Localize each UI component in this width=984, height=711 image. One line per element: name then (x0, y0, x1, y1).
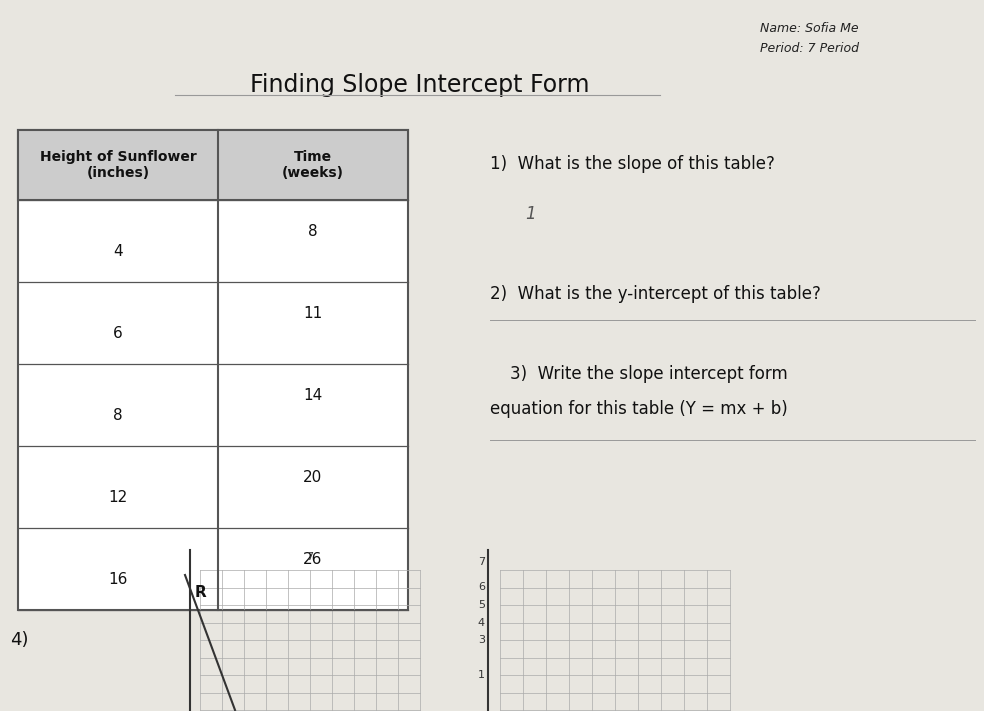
Text: 5: 5 (478, 600, 485, 610)
Text: 7: 7 (478, 557, 485, 567)
Text: Time
(weeks): Time (weeks) (282, 150, 344, 180)
Text: Name: Sofia Me: Name: Sofia Me (760, 22, 859, 35)
Text: 11: 11 (303, 306, 323, 321)
FancyBboxPatch shape (18, 130, 408, 610)
Text: 4: 4 (113, 243, 123, 259)
Text: 12: 12 (108, 489, 128, 505)
Text: 1)  What is the slope of this table?: 1) What is the slope of this table? (490, 155, 774, 173)
Text: 3: 3 (478, 635, 485, 645)
Text: 26: 26 (303, 552, 323, 567)
Text: 14: 14 (303, 387, 323, 402)
Text: 7: 7 (306, 552, 314, 562)
Text: 1: 1 (478, 670, 485, 680)
Text: Finding Slope Intercept Form: Finding Slope Intercept Form (250, 73, 589, 97)
Text: 16: 16 (108, 572, 128, 587)
Text: 2)  What is the y-intercept of this table?: 2) What is the y-intercept of this table… (490, 285, 821, 303)
Text: 1: 1 (525, 205, 535, 223)
Text: 4: 4 (478, 617, 485, 628)
FancyBboxPatch shape (18, 130, 408, 200)
Text: 3)  Write the slope intercept form: 3) Write the slope intercept form (510, 365, 788, 383)
Text: 8: 8 (308, 223, 318, 238)
Text: R: R (195, 585, 207, 600)
Text: Period: 7 Period: Period: 7 Period (760, 42, 859, 55)
Text: 4): 4) (10, 631, 29, 649)
Text: Height of Sunflower
(inches): Height of Sunflower (inches) (39, 150, 197, 180)
Text: 20: 20 (303, 469, 323, 484)
Text: 8: 8 (113, 407, 123, 422)
Text: 6: 6 (113, 326, 123, 341)
Text: equation for this table (Y = mx + b): equation for this table (Y = mx + b) (490, 400, 788, 418)
Text: 6: 6 (478, 582, 485, 592)
